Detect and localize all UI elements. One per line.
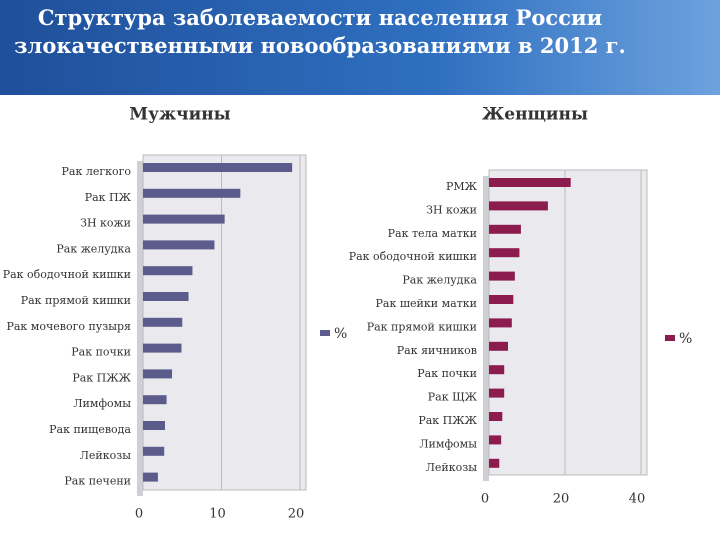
bar (489, 458, 500, 468)
plot-wall (488, 169, 648, 476)
y-tick-label: Лимфомы (419, 437, 477, 450)
chart-title: Женщины (482, 105, 588, 125)
plot-floor (483, 176, 489, 481)
y-tick-label: Лейкозы (426, 461, 478, 474)
bar (489, 295, 514, 304)
bar (489, 412, 503, 421)
y-tick-label: Рак пищевода (49, 423, 131, 436)
y-tick-label: Рак ПЖ (85, 191, 132, 204)
x-tick-label: 0 (135, 507, 143, 522)
bar (143, 395, 167, 405)
bar (143, 266, 193, 276)
y-tick-label: Рак почки (71, 346, 131, 359)
header: Структура заболеваемости населения Росси… (0, 0, 720, 95)
y-tick-label: ЗН кожи (426, 203, 477, 216)
legend-label: % (334, 326, 347, 342)
y-tick-label: Лимфомы (73, 397, 131, 410)
bar (143, 240, 215, 250)
y-tick-label: Рак мочевого пузыря (6, 320, 131, 333)
bar (489, 248, 520, 258)
bar (143, 446, 165, 456)
bar (489, 365, 505, 375)
plot-floor (137, 161, 143, 496)
chart-title: Мужчины (129, 105, 230, 125)
y-tick-label: Рак ПЖЖ (72, 371, 131, 384)
y-tick-label: Рак желудка (56, 242, 131, 255)
y-tick-label: Рак ободочной кишки (349, 250, 477, 263)
y-tick-label: Рак шейки матки (375, 297, 477, 310)
bar (143, 292, 189, 301)
x-tick-label: 20 (288, 507, 305, 522)
bar (489, 435, 502, 445)
bar (143, 343, 182, 353)
bar (489, 178, 571, 187)
y-tick-label: Рак печени (64, 475, 131, 488)
bar (143, 369, 173, 379)
bar (489, 341, 508, 351)
slide-title: Структура заболеваемости населения Росси… (14, 5, 626, 58)
y-tick-label: Рак желудка (402, 274, 477, 287)
y-tick-label: Рак прямой кишки (367, 320, 477, 333)
y-tick-label: Рак прямой кишки (21, 294, 131, 307)
bar (143, 214, 225, 224)
bar (143, 317, 183, 327)
x-tick-label: 20 (553, 492, 570, 507)
bar (489, 318, 512, 328)
bar (143, 163, 293, 172)
x-tick-label: 40 (629, 492, 646, 507)
bar (489, 271, 515, 281)
y-tick-label: Рак почки (417, 367, 477, 380)
y-tick-label: Рак ЩЖ (428, 391, 478, 404)
y-tick-label: Рак ПЖЖ (418, 414, 477, 427)
x-tick-label: 10 (209, 507, 226, 522)
bar (489, 224, 521, 234)
bar (489, 388, 505, 398)
y-tick-label: ЗН кожи (80, 217, 131, 230)
x-tick-label: 0 (481, 492, 489, 507)
y-tick-label: Рак тела матки (388, 227, 477, 240)
bar (143, 421, 165, 430)
y-tick-label: Рак легкого (62, 165, 132, 178)
bar (143, 472, 158, 482)
legend-label: % (679, 331, 692, 347)
legend-swatch (320, 330, 330, 336)
bar (143, 188, 241, 198)
legend-swatch (665, 335, 675, 341)
y-tick-label: Лейкозы (80, 449, 132, 462)
y-tick-label: РМЖ (446, 180, 478, 193)
y-tick-label: Рак яичников (397, 344, 477, 357)
bar (489, 201, 548, 211)
y-tick-label: Рак ободочной кишки (3, 268, 131, 281)
